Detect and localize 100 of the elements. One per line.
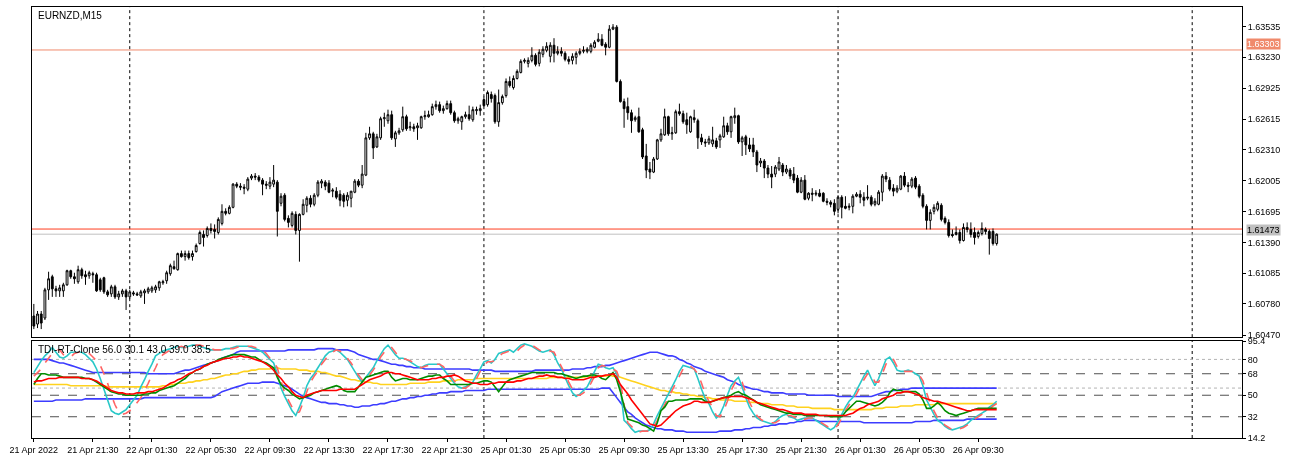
ref-line-label: 1.61473 [1247,225,1280,235]
candlestick [880,173,884,202]
x-tick-label: 26 Apr 05:30 [893,444,945,455]
candlestick [903,171,906,188]
candlestick [810,187,814,202]
candlestick [596,32,600,42]
x-tick-label: 25 Apr 09:30 [598,444,650,455]
candlestick [438,101,442,114]
ref-line-label: 1.63303 [1247,39,1280,49]
candlestick [132,290,135,297]
candlestick [552,37,556,63]
x-tick-label: 22 Apr 01:30 [126,444,178,455]
candlestick [157,280,161,292]
y-tick-label: 80 [1247,354,1258,365]
x-tick-label: 26 Apr 01:30 [834,444,886,455]
candlestick [582,45,585,54]
candlestick [548,41,552,63]
candlestick [589,42,593,54]
candlestick [563,50,567,62]
candlestick [744,134,748,156]
candlestick [711,126,715,148]
candlestick [497,89,501,128]
candlestick [471,106,475,123]
candlestick [84,270,87,286]
candlestick [187,250,191,261]
candlestick [571,52,574,65]
x-tick-label: 25 Apr 01:30 [480,444,532,455]
candlestick [973,226,976,246]
candlestick [467,105,471,122]
candlestick [198,229,202,246]
candlestick [194,243,198,254]
candlestick [253,172,257,181]
candlestick [851,193,855,214]
candlestick [785,164,788,175]
x-tick-label: 25 Apr 17:30 [716,444,768,455]
candlestick [113,284,117,300]
candlestick [95,272,98,293]
candlestick [574,50,578,65]
candlestick [430,103,434,117]
candlestick [143,288,146,305]
candlestick [840,194,844,219]
candlestick [371,131,375,160]
candlestick [703,138,707,148]
x-tick-label: 25 Apr 05:30 [539,444,591,455]
candlestick [176,252,180,272]
candlestick [762,158,766,179]
candlestick [338,189,342,207]
candlestick [770,165,774,189]
chart-title: EURNZD,M15 [38,10,103,21]
y-tick-label: 14.2 [1247,433,1266,444]
candlestick [493,93,497,125]
candlestick [191,250,194,262]
candlestick [995,232,999,247]
x-tick-label: 22 Apr 09:30 [244,444,296,455]
candlestick [888,176,892,192]
candlestick [803,174,807,201]
candlestick [109,284,113,298]
y-tick-label: 1.61390 [1247,237,1281,248]
candlestick [585,46,589,54]
candlestick [323,179,327,191]
candlestick [183,250,187,262]
candlestick [401,106,405,133]
candlestick [327,179,331,194]
candlestick [593,39,596,49]
y-tick-label: 1.61695 [1247,206,1281,217]
x-tick-label: 22 Apr 21:30 [421,444,473,455]
candlestick [246,176,250,192]
line-series [33,347,998,398]
candlestick [559,46,563,57]
x-tick-label: 26 Apr 09:30 [952,444,1004,455]
candlestick [814,189,818,197]
candlestick [150,285,154,294]
y-tick-label: 1.63230 [1247,52,1281,63]
x-tick-label: 25 Apr 21:30 [775,444,827,455]
y-tick-label: 1.63535 [1247,21,1281,32]
candlestick [445,100,449,111]
candlestick [962,222,965,243]
candlestick [50,274,54,298]
candlestick [530,46,534,63]
x-tick-label: 22 Apr 17:30 [362,444,414,455]
candlestick [135,291,139,297]
candlestick [261,177,264,196]
candlestick [537,48,541,67]
candlestick [947,218,951,238]
candlestick [685,112,689,135]
candlestick [76,265,80,285]
candlestick [202,229,205,248]
candlestick [305,195,309,213]
candlestick [239,182,242,191]
y-tick-label: 1.62005 [1247,175,1281,186]
candlestick [980,221,984,236]
y-tick-label: 68 [1247,368,1258,379]
candlestick [821,191,825,203]
candlestick [899,174,903,191]
candlestick [832,198,836,216]
y-tick-label: 1.62310 [1247,145,1281,156]
candlestick [124,288,128,311]
candlestick [748,137,751,153]
candlestick [818,188,822,198]
x-tick-label: 22 Apr 05:30 [185,444,237,455]
